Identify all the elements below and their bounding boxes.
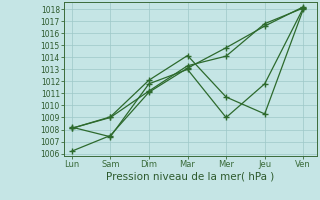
X-axis label: Pression niveau de la mer( hPa ): Pression niveau de la mer( hPa ) bbox=[106, 172, 275, 182]
